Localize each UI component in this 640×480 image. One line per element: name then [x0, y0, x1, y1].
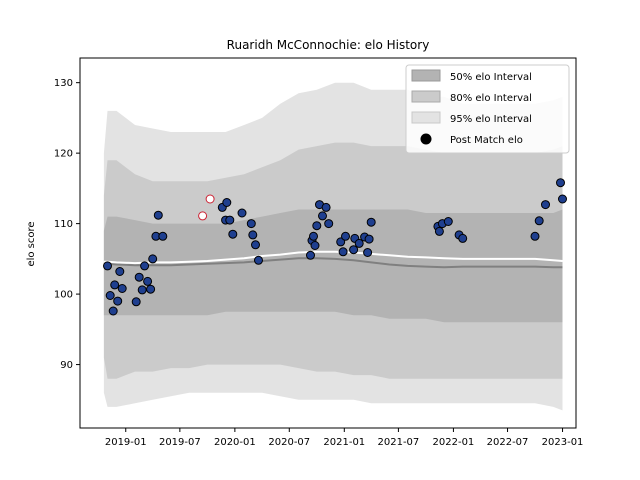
post-match-point	[255, 256, 263, 264]
post-match-point	[159, 232, 167, 240]
x-tick-label: 2021-01	[323, 437, 365, 448]
legend-label-50: 50% elo Interval	[450, 72, 532, 83]
x-tick-label: 2021-07	[378, 437, 420, 448]
post-match-point	[311, 242, 319, 250]
post-match-point	[342, 232, 350, 240]
post-match-point	[141, 262, 149, 270]
post-match-point	[313, 222, 321, 230]
x-tick-label: 2020-01	[214, 437, 256, 448]
post-match-point	[144, 277, 152, 285]
y-axis-label: elo score	[26, 221, 37, 266]
y-tick-label: 110	[54, 219, 73, 230]
post-match-point	[531, 232, 539, 240]
post-match-point	[459, 234, 467, 242]
post-match-point	[249, 231, 257, 239]
y-tick-label: 90	[60, 360, 73, 371]
post-match-point	[310, 232, 318, 240]
post-match-point	[106, 292, 114, 300]
legend-swatch-80	[412, 91, 440, 102]
post-match-point	[535, 217, 543, 225]
legend-label-80: 80% elo Interval	[450, 93, 532, 104]
post-match-point	[365, 235, 373, 243]
legend-label-post-match: Post Match elo	[450, 135, 523, 146]
post-match-point	[138, 286, 146, 294]
post-match-point	[226, 216, 234, 224]
post-match-point	[559, 195, 567, 203]
x-tick-label: 2019-07	[159, 437, 201, 448]
legend: 50% elo Interval 80% elo Interval 95% el…	[406, 65, 569, 153]
legend-label-95: 95% elo Interval	[450, 114, 532, 125]
post-match-point	[229, 230, 237, 238]
x-tick-label: 2022-01	[433, 437, 475, 448]
post-match-point	[116, 268, 124, 276]
post-match-point-highlight	[199, 212, 207, 220]
post-match-point	[118, 285, 126, 293]
post-match-point	[364, 249, 372, 257]
legend-marker-post-match	[421, 134, 432, 145]
post-match-point	[557, 179, 565, 187]
legend-swatch-95	[412, 112, 440, 123]
chart-title: Ruaridh McConnochie: elo History	[227, 38, 430, 52]
post-match-point	[149, 255, 157, 263]
post-match-point	[109, 307, 117, 315]
post-match-point	[325, 220, 333, 228]
post-match-point	[444, 218, 452, 226]
post-match-point	[114, 297, 122, 305]
post-match-point-highlight	[206, 195, 214, 203]
post-match-point	[147, 285, 155, 293]
post-match-point	[307, 251, 315, 259]
post-match-point	[367, 218, 375, 226]
post-match-point	[154, 211, 162, 219]
post-match-point	[135, 273, 143, 281]
x-tick-label: 2019-01	[105, 437, 147, 448]
post-match-point	[223, 199, 231, 207]
legend-swatch-50	[412, 70, 440, 81]
post-match-point	[542, 201, 550, 209]
x-tick-label: 2020-07	[268, 437, 310, 448]
y-tick-label: 130	[54, 78, 73, 89]
post-match-point	[238, 209, 246, 217]
x-tick-label: 2023-01	[542, 437, 584, 448]
post-match-point	[252, 241, 260, 249]
post-match-point	[111, 281, 119, 289]
x-tick-label: 2022-07	[487, 437, 529, 448]
post-match-point	[247, 220, 255, 228]
post-match-point	[132, 298, 140, 306]
post-match-point	[104, 262, 112, 270]
y-tick-label: 100	[54, 290, 73, 301]
y-tick-label: 120	[54, 149, 73, 160]
post-match-point	[319, 212, 327, 220]
post-match-point	[435, 227, 443, 235]
post-match-point	[322, 203, 330, 211]
post-match-point	[339, 248, 347, 256]
